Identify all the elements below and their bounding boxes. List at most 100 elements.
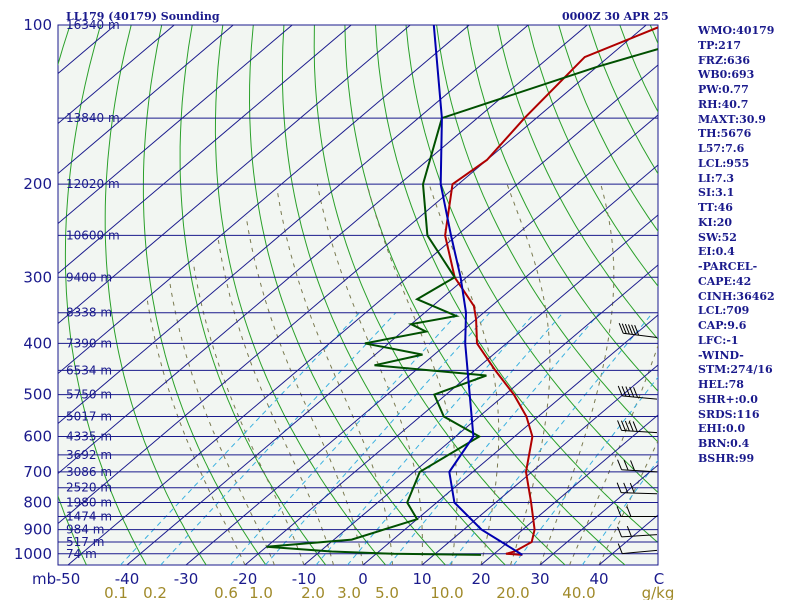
index-entry: TH:5676 [698, 127, 752, 141]
index-entry: WB0:693 [698, 68, 755, 82]
wind-barb-flag [621, 386, 627, 397]
wind-barb-flag [617, 526, 623, 538]
index-entry: TT:46 [698, 201, 733, 214]
index-entry: SRDS:116 [698, 407, 760, 421]
mixing-ratio-tick-label: 2.0 [301, 584, 325, 600]
height-label: 2520 m [66, 481, 112, 495]
isotherm-line [58, 25, 293, 225]
height-label: 8338 m [66, 306, 112, 320]
wind-barb-flag [623, 482, 629, 494]
moist-adiabat [276, 189, 393, 565]
wind-barb-flag [632, 421, 638, 432]
index-entry: LCL:955 [698, 156, 750, 170]
index-entry: FRZ:636 [698, 53, 751, 67]
pressure-tick-label: 600 [23, 427, 52, 445]
moist-adiabats [146, 184, 658, 565]
height-label: 3692 m [66, 448, 112, 462]
moist-adiabat [192, 261, 305, 565]
wind-barb-flag [624, 323, 630, 335]
index-entry: PW:0.77 [698, 83, 749, 96]
height-label: 6534 m [66, 363, 112, 377]
wind-barb-flag [624, 420, 630, 432]
height-label: 10600 m [66, 228, 120, 242]
height-label: 517 m [66, 535, 104, 549]
wind-barb-staff [621, 534, 658, 538]
index-entry: LFC:-1 [698, 333, 739, 347]
height-label: 9400 m [66, 270, 112, 284]
wind-barb-flag [617, 459, 623, 470]
mixing-ratio-axis-labels: 0.1 0.2 0.6 1.0 2.0 3.0 5.0 10.0 20.0 40.0 g/kg [104, 584, 674, 600]
isotherm-line [244, 214, 658, 565]
isotherm-line [58, 25, 647, 525]
isotherm-line [67, 64, 658, 565]
wind-barb [616, 482, 658, 495]
index-entry: RH:40.7 [698, 97, 749, 111]
wind-barbs [616, 323, 658, 555]
mixing-ratio-line [229, 312, 459, 565]
index-entry: -WIND- [698, 348, 744, 362]
wind-barb-flag [626, 506, 632, 517]
wind-barb [617, 385, 658, 400]
moist-adiabat [245, 216, 364, 565]
pressure-tick-label: 800 [23, 494, 52, 512]
stability-indices-panel: WMO:40179 TP:217 FRZ:636 WB0:693 PW:0.77 RH:4… [698, 24, 775, 467]
isotherm-line [185, 164, 658, 565]
temperature-tick-label: 30 [530, 570, 549, 588]
pressure-unit-label: mb [32, 570, 56, 588]
height-label: 1980 m [66, 496, 112, 510]
mixing-ratio-tick-label: 20.0 [496, 584, 529, 600]
pressure-tick-label: 400 [23, 334, 52, 352]
isobars [58, 25, 658, 555]
dry-adiabat [248, 25, 446, 565]
pressure-tick-label: 900 [23, 521, 52, 539]
index-entry: MAXT:30.9 [698, 112, 766, 126]
wind-barb-flag [626, 526, 632, 537]
temperature-tick-label: 20 [471, 570, 490, 588]
temperature-tick-label: 10 [412, 570, 431, 588]
index-entry: L57:7.6 [698, 142, 745, 155]
sounding-time: 0000Z 30 APR 25 [562, 10, 669, 23]
wind-barb-flag [633, 387, 638, 398]
moist-adiabat [506, 184, 551, 565]
wind-barb [616, 506, 657, 517]
mixing-ratio-tick-label: 3.0 [337, 584, 361, 600]
temperature-tick-label: 0 [358, 570, 368, 588]
wind-barb-flag [623, 459, 629, 471]
isotherm-line [58, 25, 470, 375]
temperature-tick-label: 40 [589, 570, 608, 588]
pressure-axis-labels: 100 200 300 400 500 600 700 800 900 1000 [14, 16, 52, 563]
height-label: 3086 m [66, 465, 112, 479]
mixing-ratio-tick-label: 5.0 [375, 584, 399, 600]
height-label: 13840 m [66, 111, 120, 125]
dry-adiabat [436, 25, 658, 443]
index-entry: -PARCEL- [698, 260, 758, 273]
index-entry: SW:52 [698, 230, 737, 244]
isotherm-line [58, 25, 175, 125]
height-label: 5017 m [66, 410, 112, 424]
temperature-profile [444, 26, 658, 556]
dry-adiabat [497, 25, 658, 340]
wind-barb-flag [617, 385, 623, 397]
moist-adiabat [169, 281, 275, 565]
wind-barb [617, 526, 658, 538]
wind-barb-staff [622, 395, 658, 400]
wind-barb-flag [620, 420, 626, 431]
mixing-ratio-tick-label: 0.6 [214, 584, 238, 600]
wind-barb [618, 323, 658, 339]
wind-barb [617, 459, 658, 473]
height-labels: 16340 m 13840 m 12020 m 10600 m 9400 m 8338 m… [66, 18, 120, 561]
index-entry: TP:217 [698, 38, 742, 52]
pressure-tick-label: 300 [23, 268, 52, 286]
wind-barb-flag [618, 323, 624, 334]
dry-adiabat [58, 25, 87, 565]
index-entry: BSHR:99 [698, 451, 755, 465]
dry-adiabat [104, 25, 207, 565]
height-label: 74 m [66, 547, 97, 561]
mixing-ratio-tick-label: 10.0 [430, 584, 463, 600]
wind-barb-flag [617, 543, 623, 554]
dry-adiabat [281, 25, 506, 565]
isotherm-line [58, 25, 234, 175]
dewpoint-profile [266, 48, 658, 556]
height-label: 1474 m [66, 509, 112, 523]
